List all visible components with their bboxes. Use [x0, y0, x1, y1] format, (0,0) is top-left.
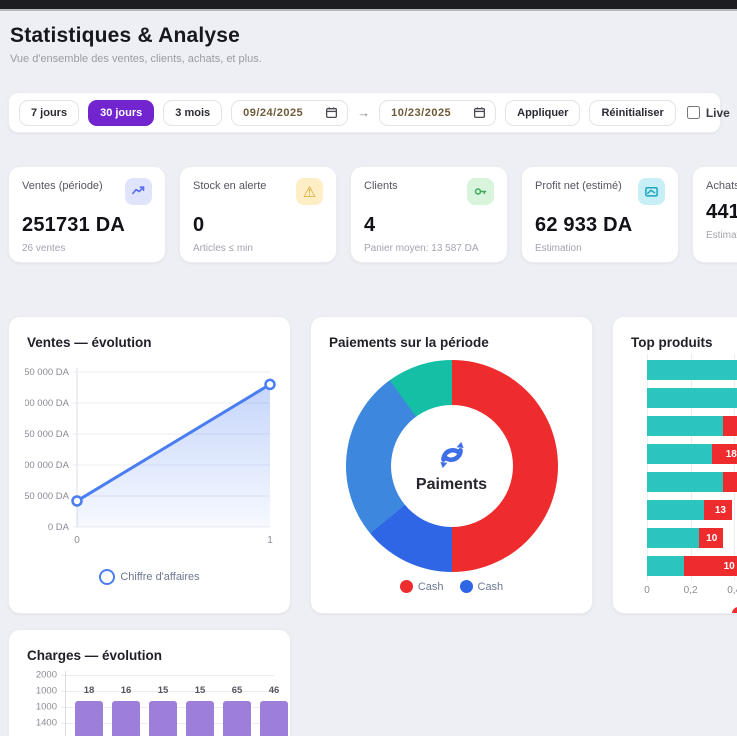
kpi-label: Ventes (période) [22, 180, 103, 192]
trend-icon [125, 178, 152, 205]
kpi-card-ventes: Ventes (période) 251731 DA 26 ventes [8, 166, 166, 263]
kpi-value: 441 [706, 201, 737, 223]
date-to-input[interactable] [389, 105, 468, 120]
hbar-row: 18 [647, 444, 737, 464]
chart-title: Top produits [631, 335, 713, 350]
svg-text:50 000 DA: 50 000 DA [25, 491, 70, 502]
legend-dot-icon [399, 580, 413, 593]
kpi-card-clients: Clients 4 Panier moyen: 13 587 DA [350, 166, 508, 263]
kpi-value: 0 [193, 214, 205, 236]
svg-text:1: 1 [267, 535, 273, 546]
kpi-card-profit: Profit net (estimé) 62 933 DA Estimation [521, 166, 679, 263]
window-top-bar [0, 0, 737, 11]
hbar-row: 10 [647, 528, 737, 548]
warning-icon: ⚠ [296, 178, 323, 205]
kpi-subtext: 26 ventes [22, 243, 66, 254]
kpi-subtext: Estimation [706, 230, 737, 241]
kpi-subtext: Panier moyen: 13 587 DA [364, 243, 479, 254]
vbar-chart: 2000 1000 1000 1400 18 16 15 15 65 46 [25, 670, 288, 736]
chart-card-top-produits: Top produits 18 8 13 10 10 00,20,4 [612, 316, 737, 614]
kpi-label: Stock en alerte [193, 180, 267, 192]
hbar-chart: 18 8 13 10 10 [647, 354, 737, 581]
kpi-subtext: Estimation [535, 243, 582, 254]
hbar-row [647, 360, 737, 380]
date-to-field[interactable] [379, 99, 497, 126]
legend-item: Cash [459, 580, 503, 593]
vbar [149, 701, 177, 736]
legend-item: Cash [399, 580, 444, 593]
line-legend-marker-icon [99, 569, 116, 585]
legend-dot-icon [459, 580, 473, 593]
kpi-value: 4 [364, 214, 376, 236]
chart-title: Ventes — évolution [27, 335, 152, 350]
range-3-months-button[interactable]: 3 mois [163, 99, 223, 126]
calendar-icon [326, 107, 338, 119]
donut-legend: Cash Cash [327, 580, 576, 593]
kpi-value: 62 933 DA [535, 214, 633, 236]
hbar-legend: Cash [629, 607, 737, 613]
hbar-row: 13 [647, 500, 737, 520]
donut-chart: Paiments [345, 360, 558, 572]
kpi-label: Clients [364, 180, 398, 192]
kpi-value: 251731 DA [22, 214, 125, 236]
kpi-card-achats: Achats 441 Estimation [692, 166, 737, 263]
svg-text:250 000 DA: 250 000 DA [25, 367, 70, 378]
reset-button[interactable]: Réinitialiser [589, 99, 676, 126]
card-chart-icon [638, 178, 665, 205]
chart-title: Paiements sur la période [329, 335, 489, 350]
live-toggle[interactable]: Live [686, 105, 730, 120]
date-from-input[interactable] [241, 105, 320, 120]
live-label: Live [705, 105, 730, 120]
chart-card-ventes-evolution: Ventes — évolution 250 000 DA 200 000 DA 1… [8, 316, 291, 614]
page-subtitle: Vue d'ensemble des ventes, clients, acha… [10, 53, 262, 65]
charts-row: Ventes — évolution 250 000 DA 200 000 DA 1… [8, 316, 737, 614]
hbar-row [647, 416, 737, 436]
kpi-row: Ventes (période) 251731 DA 26 ventes Sto… [8, 166, 737, 263]
range-30-days-button[interactable]: 30 jours [88, 99, 155, 126]
kpi-label: Achats [706, 180, 737, 192]
hbar-row: 10 [647, 556, 737, 576]
calendar-icon [474, 107, 486, 119]
live-checkbox[interactable] [686, 106, 700, 119]
hbar-row: 8 [647, 472, 737, 492]
legend-label: Chiffre d'affaires [120, 571, 200, 583]
date-range-arrow: → [357, 105, 371, 120]
chart-card-paiements: Paiements sur la période Paiments [310, 316, 593, 614]
kpi-label: Profit net (estimé) [535, 180, 622, 192]
kpi-subtext: Articles ≤ min [193, 243, 253, 254]
svg-text:200 000 DA: 200 000 DA [25, 398, 70, 409]
kpi-card-stock: Stock en alerte ⚠ 0 Articles ≤ min [179, 166, 337, 263]
vbar [186, 701, 214, 736]
key-icon [467, 178, 494, 205]
vbar [260, 701, 288, 736]
legend-dot-icon [731, 607, 737, 613]
sync-icon [439, 441, 464, 469]
svg-text:0: 0 [74, 535, 80, 546]
vbar [112, 701, 140, 736]
line-chart: 250 000 DA200 000 DA150 000 DA100 000 DA… [19, 360, 276, 561]
hbar-x-axis: 00,20,4 [644, 585, 737, 596]
filter-toolbar: 7 jours 30 jours 3 mois → Appliquer Réin… [8, 92, 730, 133]
vbar [75, 701, 103, 736]
svg-text:0 DA: 0 DA [48, 522, 70, 533]
chart-card-charges-evolution: Charges — évolution 2000 1000 1000 1400 1… [8, 629, 291, 736]
date-from-field[interactable] [231, 99, 349, 126]
svg-text:100 000 DA: 100 000 DA [25, 460, 70, 471]
chart-title: Charges — évolution [27, 648, 163, 663]
vbar [223, 701, 251, 736]
svg-text:150 000 DA: 150 000 DA [25, 429, 70, 440]
range-7-days-button[interactable]: 7 jours [19, 99, 80, 126]
page-title: Statistiques & Analyse [10, 24, 241, 47]
donut-center: Paiments [390, 405, 513, 527]
page-header: Statistiques & Analyse Vue d'ensemble de… [0, 11, 737, 65]
line-chart-legend: Chiffre d'affaires [25, 569, 274, 585]
legend-item: Cash [731, 607, 737, 613]
donut-center-label: Paiments [415, 476, 488, 493]
apply-button[interactable]: Appliquer [505, 99, 581, 126]
hbar-row [647, 388, 737, 408]
